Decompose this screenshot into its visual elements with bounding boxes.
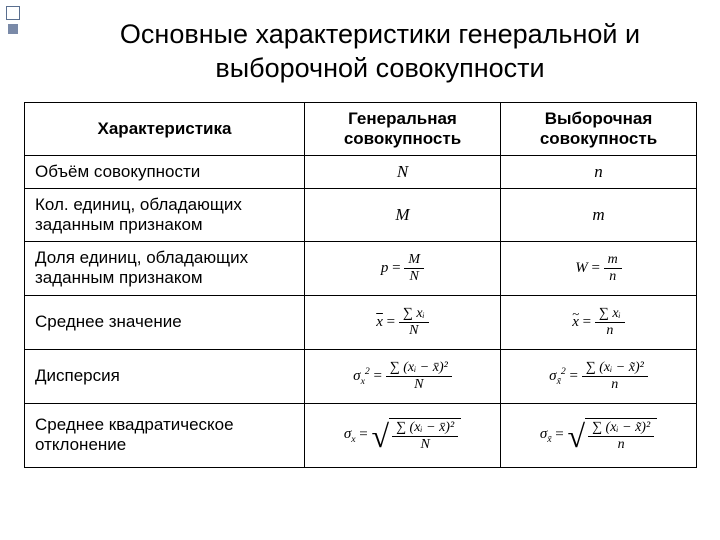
cell-formula-mean-sample: x = ∑ xᵢn	[501, 295, 697, 349]
cell-value: N	[305, 155, 501, 188]
row-label: Объём совокупности	[25, 155, 305, 188]
row-label: Кол. единиц, обладающих заданным признак…	[25, 188, 305, 241]
cell-value: n	[501, 155, 697, 188]
row-label: Дисперсия	[25, 349, 305, 403]
slide-corner-decoration	[6, 6, 20, 34]
table-row: Среднее значение x = ∑ xᵢN x = ∑ xᵢn	[25, 295, 697, 349]
cell-value: M	[305, 188, 501, 241]
table-header-row: Характеристика Генеральная совокупность …	[25, 102, 697, 155]
cell-value: m	[501, 188, 697, 241]
cell-formula-variance-general: σx2 = ∑ (xᵢ − x̄)²N	[305, 349, 501, 403]
table-row: Доля единиц, обладающих заданным признак…	[25, 241, 697, 295]
col-header-characteristic: Характеристика	[25, 102, 305, 155]
characteristics-table: Характеристика Генеральная совокупность …	[24, 102, 697, 468]
cell-formula-proportion-sample: W = mn	[501, 241, 697, 295]
col-header-general: Генеральная совокупность	[305, 102, 501, 155]
table-row: Дисперсия σx2 = ∑ (xᵢ − x̄)²N σx̃2 = ∑ (…	[25, 349, 697, 403]
row-label: Среднее квадратическое отклонение	[25, 403, 305, 467]
row-label: Доля единиц, обладающих заданным признак…	[25, 241, 305, 295]
cell-formula-stddev-sample: σx̃ = √∑ (xᵢ − x̃)²n	[501, 403, 697, 467]
cell-formula-variance-sample: σx̃2 = ∑ (xᵢ − x̃)²n	[501, 349, 697, 403]
table-row: Среднее квадратическое отклонение σx = √…	[25, 403, 697, 467]
table-row: Кол. единиц, обладающих заданным признак…	[25, 188, 697, 241]
row-label: Среднее значение	[25, 295, 305, 349]
cell-formula-stddev-general: σx = √∑ (xᵢ − x̄)²N	[305, 403, 501, 467]
table-row: Объём совокупности N n	[25, 155, 697, 188]
cell-formula-proportion-general: p = MN	[305, 241, 501, 295]
col-header-sample: Выборочная совокупность	[501, 102, 697, 155]
page-title: Основные характеристики генеральной и вы…	[0, 0, 720, 96]
cell-formula-mean-general: x = ∑ xᵢN	[305, 295, 501, 349]
